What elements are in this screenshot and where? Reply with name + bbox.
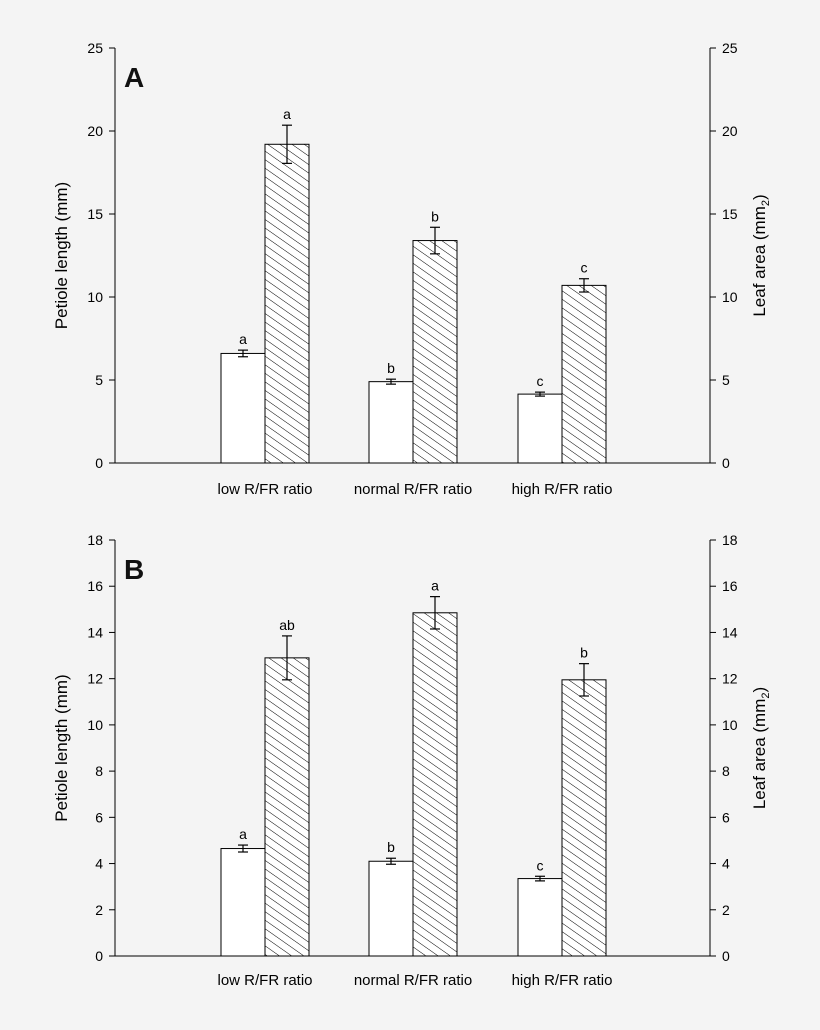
left-axis-tick-label: 12 (87, 671, 103, 687)
right-axis-tick-label: 15 (722, 206, 738, 222)
right-axis-tick-label: 5 (722, 372, 730, 388)
petiole-length-bar (220, 848, 266, 957)
right-axis-tick-label: 20 (722, 123, 738, 139)
category-label: normal R/FR ratio (354, 481, 472, 498)
right-axis-tick-label: 6 (722, 809, 730, 825)
petiole-length-bar (517, 878, 563, 957)
significance-label: a (239, 826, 247, 842)
category-label: low R/FR ratio (217, 481, 312, 498)
left-axis-tick-label: 20 (87, 123, 103, 139)
right-axis-tick-label: 14 (722, 624, 738, 640)
significance-label: c (581, 260, 588, 276)
significance-label: b (580, 645, 588, 661)
leaf-area-bar (264, 143, 310, 464)
left-axis-tick-label: 10 (87, 289, 103, 305)
significance-label: c (537, 857, 544, 873)
petiole-length-bar (368, 860, 414, 957)
left-axis-tick-label: 10 (87, 717, 103, 733)
chart-panel-a: 0 5 10 15 20 25 0 5 10 15 20 25 Petiole length (mm) L… (52, 40, 772, 498)
right-axis-tick-label: 0 (722, 948, 730, 964)
left-axis-tick-label: 16 (87, 578, 103, 594)
panel-label: A (124, 62, 144, 93)
left-axis-title: Petiole length (mm) (52, 182, 71, 329)
left-axis-tick-label: 25 (87, 40, 103, 56)
category-label: normal R/FR ratio (354, 972, 472, 989)
significance-label: a (283, 106, 291, 122)
petiole-length-bar (368, 381, 414, 464)
left-axis-tick-label: 18 (87, 532, 103, 548)
right-axis-tick-label: 25 (722, 40, 738, 56)
significance-label: b (387, 839, 395, 855)
right-axis-title-subscript: 2 (760, 693, 772, 699)
left-axis-tick-label: 0 (95, 948, 103, 964)
right-axis-tick-label: 8 (722, 763, 730, 779)
category-label: high R/FR ratio (512, 481, 613, 498)
left-axis-tick-label: 5 (95, 372, 103, 388)
right-axis-tick-label: 10 (722, 717, 738, 733)
leaf-area-bar (412, 240, 458, 464)
chart-panel-b: 0 2 4 6 8 10 12 14 16 18 0 2 4 6 8 10 12 14 16 18 Petiole le… (52, 532, 772, 989)
right-axis-tick-label: 10 (722, 289, 738, 305)
category-label: low R/FR ratio (217, 972, 312, 989)
significance-label: a (239, 331, 247, 347)
petiole-length-bar (517, 393, 563, 464)
left-axis-tick-label: 14 (87, 624, 103, 640)
left-axis-tick-label: 0 (95, 455, 103, 471)
petiole-length-bar (220, 352, 266, 464)
right-axis-title: Leaf area (mm2) (750, 194, 772, 316)
leaf-area-bar (561, 284, 607, 464)
right-axis-tick-label: 18 (722, 532, 738, 548)
panel-label: B (124, 554, 144, 585)
right-axis-tick-label: 0 (722, 455, 730, 471)
left-axis-tick-label: 8 (95, 763, 103, 779)
left-axis-title: Petiole length (mm) (52, 674, 71, 821)
right-axis-title: Leaf area (mm2) (750, 687, 772, 809)
leaf-area-bar (412, 612, 458, 957)
right-axis-title-close: ) (750, 687, 769, 693)
right-axis-tick-label: 4 (722, 856, 730, 872)
right-axis-tick-label: 12 (722, 671, 738, 687)
significance-label: ab (279, 617, 295, 633)
category-label: high R/FR ratio (512, 972, 613, 989)
significance-label: c (537, 373, 544, 389)
left-axis-tick-label: 6 (95, 809, 103, 825)
left-axis-tick-label: 4 (95, 856, 103, 872)
leaf-area-bar (264, 657, 310, 957)
right-axis-title-main: Leaf area (mm (750, 699, 769, 810)
significance-label: b (387, 360, 395, 376)
right-axis-title-main: Leaf area (mm (750, 206, 769, 317)
right-axis-tick-label: 2 (722, 902, 730, 918)
significance-label: b (431, 208, 439, 224)
left-axis-tick-label: 15 (87, 206, 103, 222)
right-axis-tick-label: 16 (722, 578, 738, 594)
significance-label: a (431, 578, 439, 594)
leaf-area-bar (561, 679, 607, 957)
right-axis-title-close: ) (750, 194, 769, 200)
right-axis-title-subscript: 2 (760, 200, 772, 206)
left-axis-tick-label: 2 (95, 902, 103, 918)
